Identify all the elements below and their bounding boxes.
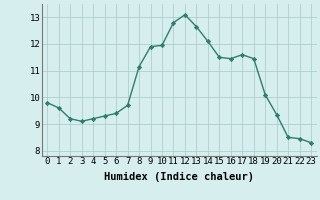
X-axis label: Humidex (Indice chaleur): Humidex (Indice chaleur) xyxy=(104,172,254,182)
